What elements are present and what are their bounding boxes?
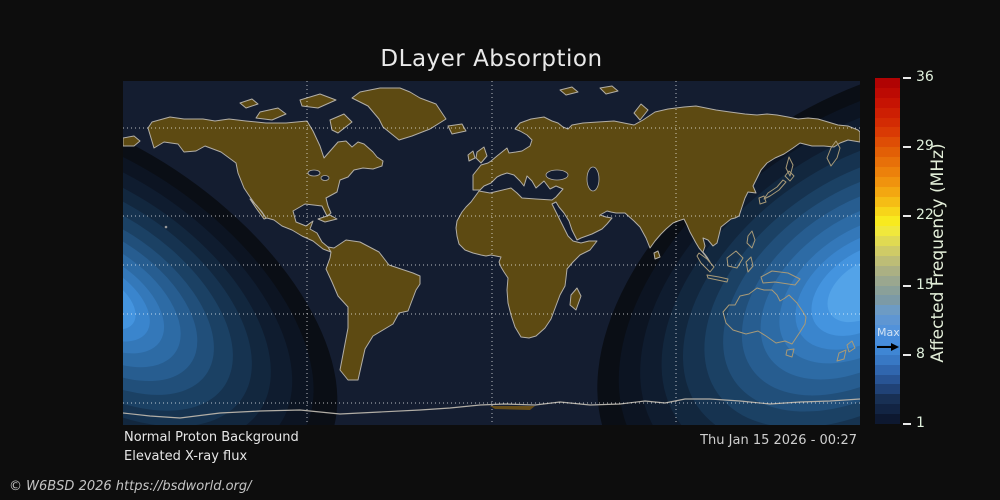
colorbar-segment <box>875 117 900 128</box>
max-arrow-icon <box>877 345 892 348</box>
tick-dash <box>903 77 911 79</box>
colorbar-segment <box>875 374 900 385</box>
graticule <box>123 81 860 425</box>
tick-dash <box>903 215 911 218</box>
colorbar-segment <box>875 196 900 207</box>
colorbar-segment <box>875 176 900 188</box>
svalbard <box>559 85 619 96</box>
tick-dash <box>903 284 911 287</box>
colorbar-segment <box>875 384 900 395</box>
colorbar-segment <box>875 275 900 287</box>
hudson-lake <box>320 175 330 181</box>
colorbar-segment <box>875 107 900 119</box>
colorbar-segment <box>875 166 900 178</box>
colorbar-segment <box>875 344 900 356</box>
tick-label: 29 <box>916 138 934 155</box>
tick-dash <box>903 423 911 425</box>
new-guinea <box>760 270 801 286</box>
colorbar-segment <box>875 295 900 306</box>
australia <box>722 287 807 345</box>
max-marker-label: Max <box>877 325 900 339</box>
colorbar-segment <box>875 354 900 366</box>
tick-label: 8 <box>916 345 925 362</box>
colorbar-segment <box>875 87 900 99</box>
sakhalin <box>785 156 794 177</box>
status-text: Normal Proton Background Elevated X-ray … <box>124 428 299 466</box>
colorbar-axis-label: Affected Frequency (MHz) <box>928 143 948 363</box>
novaya-zemlya <box>633 103 649 121</box>
status-line-proton: Normal Proton Background <box>124 430 299 445</box>
new-zealand <box>836 340 856 362</box>
colorbar-segment <box>875 255 900 267</box>
japan <box>758 170 795 205</box>
colorbar-segment <box>875 265 900 277</box>
continents <box>123 85 860 381</box>
colorbar-segment <box>875 394 900 405</box>
colorbar-segment <box>875 78 900 89</box>
colorbar-segment <box>875 216 900 227</box>
colorbar-segment <box>875 137 900 148</box>
status-line-xray: Elevated X-ray flux <box>124 449 248 464</box>
cuba <box>317 214 338 223</box>
colorbar-segment <box>875 325 900 336</box>
antarctica-land-sliver <box>490 406 535 410</box>
copyright: © W6BSD 2026 https://bsdworld.org/ <box>9 479 252 494</box>
tick-label: 36 <box>916 69 934 85</box>
colorbar-segment <box>875 206 900 217</box>
north-america <box>147 116 384 253</box>
tick-label: 22 <box>916 207 934 224</box>
kamchatka <box>826 140 841 167</box>
page-title: DLayer Absorption <box>380 46 603 72</box>
colorbar-segment <box>875 226 900 237</box>
colorbar-segment <box>875 246 900 257</box>
sri-lanka <box>653 250 661 260</box>
inland-seas <box>307 166 600 192</box>
black-sea <box>545 169 569 181</box>
philippines <box>746 230 756 249</box>
colorbar-segment <box>875 236 900 247</box>
map-canvas <box>123 81 860 425</box>
south-america <box>325 239 421 381</box>
tick-label: 1 <box>916 415 925 431</box>
caspian-sea <box>586 166 600 192</box>
iceland <box>447 123 467 135</box>
world-absorption-map <box>123 81 860 425</box>
british-isles <box>467 146 488 164</box>
colorbar-segment <box>875 285 900 296</box>
sumatra <box>696 252 715 273</box>
tasmania <box>785 348 795 358</box>
colorbar-segment <box>875 186 900 198</box>
contour-band-right-12 <box>827 257 860 323</box>
colorbar-segment <box>875 335 900 346</box>
max-arrow-head-icon <box>891 342 899 351</box>
colorbar-segment <box>875 127 900 138</box>
colorbar-segment <box>875 315 900 326</box>
chukotka-wrap <box>123 135 141 147</box>
tick-label: 15 <box>916 276 934 293</box>
arctic-islands <box>239 93 353 134</box>
eurasia-africa <box>455 105 860 339</box>
hawaii-island <box>164 225 168 229</box>
colorbar-segment <box>875 305 900 316</box>
colorbar-segment <box>875 414 900 425</box>
colorbar-segment <box>875 97 900 109</box>
java <box>706 274 729 283</box>
colorbar-segment <box>875 157 900 168</box>
colorbar <box>875 78 900 425</box>
tick-dash <box>903 146 911 149</box>
great-lakes <box>307 169 321 177</box>
colorbar-segment <box>875 404 900 415</box>
sulawesi <box>745 256 754 273</box>
antarctica-coast <box>123 398 860 419</box>
timestamp: Thu Jan 15 2026 - 00:27 <box>700 433 857 448</box>
colorbar-segment <box>875 147 900 158</box>
madagascar <box>569 287 582 311</box>
tick-dash <box>903 353 911 356</box>
colorbar-segment <box>875 364 900 376</box>
greenland <box>351 87 447 141</box>
